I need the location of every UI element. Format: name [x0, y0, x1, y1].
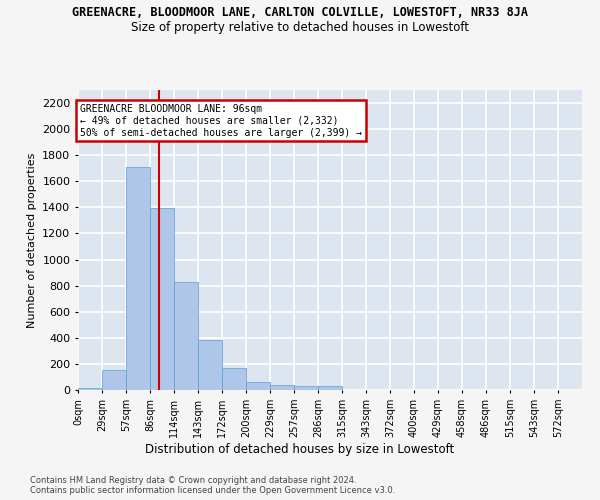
Bar — [150, 208, 174, 390]
Bar — [198, 340, 222, 390]
Text: GREENACRE, BLOODMOOR LANE, CARLTON COLVILLE, LOWESTOFT, NR33 8JA: GREENACRE, BLOODMOOR LANE, CARLTON COLVI… — [72, 6, 528, 19]
Bar — [102, 370, 126, 390]
Text: Size of property relative to detached houses in Lowestoft: Size of property relative to detached ho… — [131, 21, 469, 34]
Text: Contains HM Land Registry data © Crown copyright and database right 2024.: Contains HM Land Registry data © Crown c… — [30, 476, 356, 485]
Bar — [222, 368, 246, 390]
Bar — [270, 386, 294, 390]
Text: Distribution of detached houses by size in Lowestoft: Distribution of detached houses by size … — [145, 442, 455, 456]
Y-axis label: Number of detached properties: Number of detached properties — [26, 152, 37, 328]
Text: Contains public sector information licensed under the Open Government Licence v3: Contains public sector information licen… — [30, 486, 395, 495]
Bar — [126, 167, 150, 390]
Text: GREENACRE BLOODMOOR LANE: 96sqm
← 49% of detached houses are smaller (2,332)
50%: GREENACRE BLOODMOOR LANE: 96sqm ← 49% of… — [80, 104, 362, 138]
Bar — [78, 388, 102, 390]
Bar — [318, 386, 342, 390]
Bar — [294, 386, 318, 390]
Bar — [174, 282, 198, 390]
Bar — [246, 382, 270, 390]
